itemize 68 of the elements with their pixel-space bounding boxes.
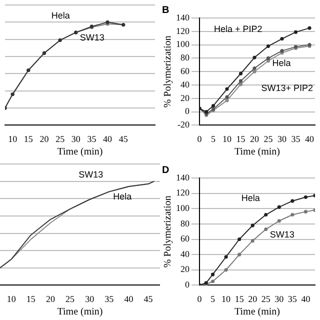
x-tick-label: 20: [46, 294, 56, 304]
x-tick-label: 15: [236, 134, 246, 144]
x-axis-title: Time (min): [234, 306, 280, 318]
y-tick-label: 60: [180, 234, 190, 244]
x-tick-label: 30: [85, 294, 95, 304]
x-tick-label: 10: [6, 294, 16, 304]
x-tick-label: 20: [248, 294, 258, 304]
x-tick-label: 35: [104, 294, 114, 304]
x-axis-title: Time (min): [57, 306, 103, 318]
y-tick-label: 120: [176, 188, 190, 198]
x-tick-label: 35: [288, 294, 298, 304]
series-label: SW13: [78, 170, 104, 180]
y-tick-label: 80: [180, 218, 190, 228]
x-tick-label: 25: [56, 134, 66, 144]
x-tick-label: 15: [24, 134, 34, 144]
y-tick-label: 140: [176, 12, 190, 22]
chart-title: B: [162, 4, 170, 16]
series-label: Hela: [51, 10, 70, 20]
x-tick-label: 25: [264, 134, 274, 144]
y-tick-label: 80: [180, 52, 190, 63]
x-tick-label: 40: [305, 134, 314, 144]
x-tick-label: 25: [261, 294, 271, 304]
y-tick-label: 20: [180, 92, 190, 103]
y-tick-label: 100: [176, 202, 190, 213]
x-tick-label: 10: [222, 294, 232, 304]
x-tick-label: 35: [291, 134, 301, 144]
series-label: Hela: [241, 192, 260, 203]
x-tick-label: 10: [222, 134, 232, 144]
x-tick-label: 5: [211, 134, 216, 144]
y-tick-label: 140: [176, 172, 190, 182]
y-tick-label: 20: [180, 264, 190, 274]
x-tick-label: 40: [124, 294, 134, 304]
y-tick-label: 100: [176, 39, 190, 50]
series-label: SW13+ PIP2: [261, 82, 314, 93]
x-tick-label: 15: [26, 294, 36, 304]
x-tick-label: 30: [278, 134, 287, 144]
y-axis-title: % Polymerization: [162, 36, 174, 108]
x-tick-label: 20: [250, 134, 260, 144]
x-axis-title: Time (min): [234, 146, 280, 158]
y-tick-label: 0: [185, 280, 190, 290]
y-tick-label: 120: [176, 26, 190, 36]
y-tick-label: 40: [180, 79, 190, 90]
x-tick-label: 40: [301, 294, 311, 304]
y-tick-label: 0: [185, 106, 190, 116]
y-tick-label: -20: [178, 120, 190, 130]
x-tick-label: 30: [274, 294, 284, 304]
x-tick-label: 5: [210, 294, 216, 304]
x-tick-label: 25: [66, 294, 76, 304]
series-label: Hela: [272, 58, 291, 68]
x-tick-label: 15: [234, 294, 244, 304]
x-tick-label: 40: [103, 134, 113, 144]
x-tick-label: 20: [40, 134, 50, 144]
x-tick-label: 10: [8, 134, 18, 144]
series-label: Hela: [113, 192, 132, 202]
x-tick-label: 45: [118, 134, 128, 144]
y-axis-title: % Polymerization: [162, 196, 174, 268]
x-tick-label: 45: [144, 294, 154, 304]
x-tick-label: 30: [71, 134, 81, 144]
x-axis-title: Time (min): [57, 146, 103, 158]
series-label: SW13: [270, 229, 294, 240]
x-tick-label: 0: [197, 134, 202, 144]
x-tick-label: 0: [197, 294, 202, 304]
chart-title: D: [162, 164, 170, 176]
series-label: Hela + PIP2: [214, 24, 262, 34]
y-tick-label: 40: [180, 248, 190, 259]
y-tick-label: 60: [180, 66, 190, 76]
x-tick-label: 35: [87, 134, 97, 144]
series-label: SW13: [80, 32, 104, 42]
